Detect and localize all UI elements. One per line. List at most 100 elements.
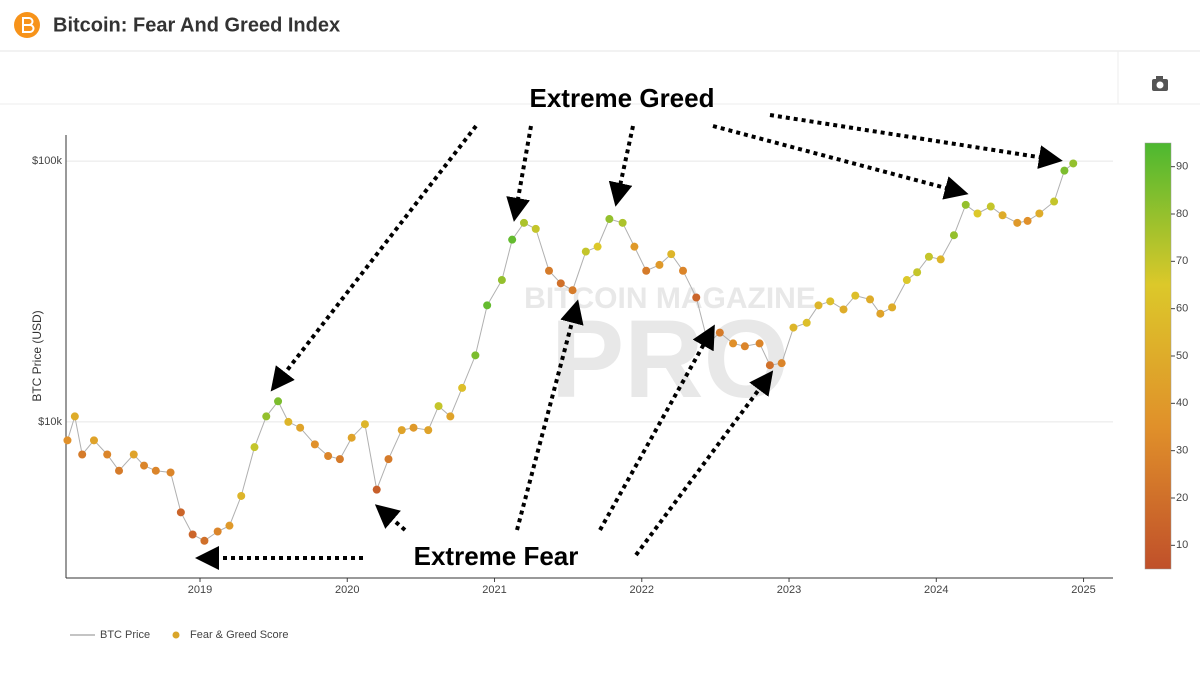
score-dot [936,255,945,264]
score-dot [397,426,406,435]
score-dot [70,412,79,421]
score-dot [556,279,565,288]
score-dot [618,218,627,227]
score-dot [310,440,319,449]
x-tick-label: 2023 [777,584,801,596]
score-dot [679,266,688,275]
score-dot [1050,197,1059,206]
score-dot [372,485,381,494]
score-dot [692,293,701,302]
x-tick-label: 2021 [482,584,506,596]
annotation: Extreme Greed [530,83,715,113]
y-tick-label: $10k [38,416,62,428]
score-dot [755,339,764,348]
score-dot [642,266,651,275]
colorbar-tick-label: 20 [1176,492,1188,504]
score-dot [519,218,528,227]
score-dot [409,423,418,432]
score-dot [605,215,614,224]
score-dot [103,450,112,459]
score-dot [360,420,369,429]
score-dot [213,527,222,536]
score-dot [851,291,860,300]
colorbar [1144,142,1172,570]
score-dot [655,260,664,269]
colorbar-tick-label: 10 [1176,539,1188,551]
score-dot [384,455,393,464]
colorbar-tick-label: 40 [1176,397,1188,409]
score-dot [471,351,480,360]
score-dot [802,318,811,327]
score-dot [593,242,602,251]
score-dot [630,242,639,251]
score-dot [715,328,724,337]
score-dot [729,339,738,348]
score-dot [814,301,823,310]
score-dot [888,303,897,312]
colorbar-tick-label: 30 [1176,445,1188,457]
score-dot [1035,209,1044,218]
colorbar-tick-label: 50 [1176,350,1188,362]
score-dot [876,309,885,318]
score-dot [497,276,506,285]
score-dot [667,250,676,259]
score-dot [1013,218,1022,227]
y-tick-label: $100k [32,155,62,167]
score-dot [765,361,774,370]
colorbar-tick-label: 70 [1176,255,1188,267]
score-dot [986,202,995,211]
colorbar-tick-label: 60 [1176,303,1188,315]
score-dot [1023,216,1032,225]
score-dot [347,433,356,442]
score-dot [176,508,185,517]
score-dot [777,359,786,368]
legend-swatch [172,631,180,639]
page-title: Bitcoin: Fear And Greed Index [53,14,340,36]
score-dot [902,276,911,285]
score-dot [949,231,958,240]
score-dot [225,521,234,530]
score-dot [129,450,138,459]
score-dot [446,412,455,421]
score-dot [424,426,433,435]
score-dot [998,211,1007,220]
score-dot [140,461,149,470]
x-tick-label: 2022 [630,584,654,596]
score-dot [581,247,590,256]
score-dot [913,268,922,277]
score-dot [924,252,933,261]
score-dot [531,224,540,233]
legend-label: Fear & Greed Score [190,629,288,641]
colorbar-tick-label: 90 [1176,161,1188,173]
legend-label: BTC Price [100,629,150,641]
score-dot [89,436,98,445]
score-dot [545,266,554,275]
score-dot [789,323,798,332]
colorbar-tick-label: 80 [1176,208,1188,220]
score-dot [237,491,246,500]
camera-button[interactable] [1152,76,1168,91]
x-tick-label: 2025 [1071,584,1095,596]
score-dot [508,235,517,244]
score-dot [250,443,259,452]
score-dot [839,305,848,314]
score-dot [262,412,271,421]
score-dot [568,286,577,295]
score-dot [188,530,197,539]
score-dot [434,402,443,411]
score-dot [284,417,293,426]
x-tick-label: 2019 [188,584,212,596]
y-axis-title: BTC Price (USD) [30,310,44,401]
score-dot [63,436,72,445]
score-dot [1060,166,1069,175]
score-dot [973,209,982,218]
score-dot [151,466,160,475]
score-dot [78,450,87,459]
watermark: PRO [551,298,789,421]
score-dot [166,468,175,477]
arrows [195,113,1063,570]
x-tick-label: 2024 [924,584,948,596]
score-dot [483,301,492,310]
